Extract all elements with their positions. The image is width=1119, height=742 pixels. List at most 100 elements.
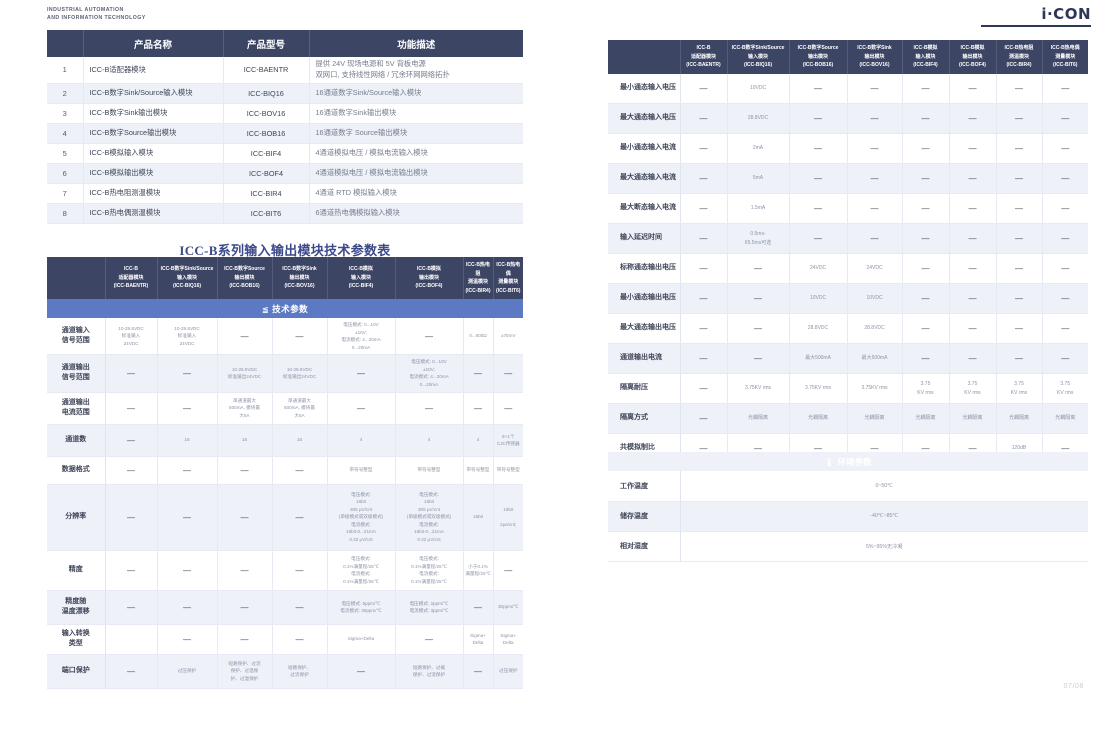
spec-cell-3: 10-28.8VDC 标准输出24VDC	[272, 354, 328, 393]
param-cell-3: —	[847, 103, 903, 134]
spec-table-body: ≦ 技术参数 通道输入 信号范围 10-28.8VDC 标准输入 24VDC 10-28.8V…	[47, 299, 523, 689]
param-cell-1: 10VDC	[727, 73, 790, 104]
param-cell-3: —	[847, 163, 903, 194]
spec-cell-1: —	[157, 590, 218, 625]
spec-cell-7: 30ppm/℃	[493, 590, 523, 625]
param-cell-4: —	[902, 343, 950, 374]
spec-cell-1: 过压保护	[157, 654, 218, 689]
spec-cell-2: 16	[217, 424, 273, 457]
env-row-label: 工作温度	[608, 471, 681, 502]
param-header-row: ICC-B 适配器模块 (ICC-BAENTR) ICC-B数字Sink/Source…	[608, 40, 1088, 74]
product-cell-1: ICC-B数字Sink输出模块	[83, 103, 224, 124]
table-row: 端口保护 — 过压保护 短路保护、过流 保护、过温保 护、过温保护 短路保护、 过流保护 — 短路…	[47, 654, 523, 689]
param-corner	[608, 40, 681, 74]
param-row-label: 通道输出电流	[608, 343, 681, 374]
table-row: 8 ICC-B热电偶测温模块 ICC-BIT6 6通道热电偶模拟输入模块	[47, 203, 523, 224]
product-cell-1: ICC-B模拟输入模块	[83, 143, 224, 164]
spec-cell-3: —	[272, 624, 328, 655]
param-row-label: 最大通态输出电压	[608, 313, 681, 344]
product-cell-0: 7	[47, 183, 84, 204]
param-cell-5: —	[949, 313, 997, 344]
table-row: 精度 — — — — 电压模式: 0.1%满量程/25℃ 电流模式: 0.1%满量程/25℃ 电压…	[47, 550, 523, 591]
param-row-label: 最大通态输入电压	[608, 103, 681, 134]
param-cell-6: —	[996, 103, 1043, 134]
spec-cell-7: —	[493, 392, 523, 425]
environment-table: 🌡 环境参数 工作温度 0~50℃ 储存温度 -40℃~85℃ 相对湿度 5%~95%无冷凝	[608, 452, 1089, 562]
spec-cell-3: —	[272, 550, 328, 591]
product-cell-1: ICC-B模拟输出模块	[83, 163, 224, 184]
param-row-label: 最小通态输出电压	[608, 283, 681, 314]
param-cell-7: —	[1042, 283, 1088, 314]
spec-cell-2: —	[217, 318, 273, 356]
table-row: 最大通态输出电压 — —28.8VDC 28.8VDC — — — —	[608, 313, 1088, 344]
param-cell-3: —	[847, 193, 903, 224]
param-cell-4: —	[902, 313, 950, 344]
spec-col-header-7: ICC-B热电偶 测量模块 (ICC-BIT6)	[493, 257, 523, 299]
spec-cell-1: 16	[157, 424, 218, 457]
param-cell-1: 3.75KV rms	[727, 373, 790, 404]
spec-cell-1: —	[157, 624, 218, 655]
param-cell-0: —	[680, 343, 728, 374]
product-cell-3: 提供 24V 现场电源和 5V 背板电源 双网口, 支持线性网络 / 冗余环网网络…	[309, 57, 523, 84]
param-cell-0: —	[680, 403, 728, 434]
table-row: 6 ICC-B模拟输出模块 ICC-BOF4 4通道模拟电压 / 模拟电流输出模块	[47, 163, 523, 184]
param-cell-2: 3.75KV rms	[789, 373, 848, 404]
spec-cell-2: —	[217, 484, 273, 551]
param-cell-7: 光耦隔离	[1042, 403, 1088, 434]
spec-cell-3: 16	[272, 424, 328, 457]
spec-cell-1: —	[157, 484, 218, 551]
param-cell-4: —	[902, 163, 950, 194]
spec-col-header-6: ICC-B热电阻 测温模块 (ICC-BIR4)	[463, 257, 494, 299]
spec-row-label: 输入转换 类型	[47, 624, 106, 655]
param-cell-7: 3.75 KV rms	[1042, 373, 1088, 404]
spec-col-header-1: ICC-B数字Sink/Source 输入模块 (ICC-BIQ16)	[157, 257, 218, 299]
table-row: 通道输出 信号范围 — —10-28.8VDC 标准输出24VDC 10-28.8VDC 标…	[47, 354, 523, 393]
param-cell-6: —	[996, 283, 1043, 314]
spec-cell-4: 电压模式: 0...10V ±10V; 电流模式: 4...20mA 0...20mA	[327, 318, 396, 356]
param-cell-6: —	[996, 133, 1043, 164]
param-cell-5: —	[949, 223, 997, 254]
spec-cell-6: —	[463, 354, 494, 393]
spec-cell-5: 电压模式: 2ppm/℃ 电流模式: 3ppm/℃	[395, 590, 464, 625]
param-cell-7: —	[1042, 313, 1088, 344]
param-cell-0: —	[680, 313, 728, 344]
env-row-value: -40℃~85℃	[680, 501, 1089, 532]
spec-row-label: 精度随 温度漂移	[47, 590, 106, 625]
param-row-label: 标称通态输出电压	[608, 253, 681, 284]
spec-cell-5: 电压模式: 0...10V ±10V; 电流模式: 4...20mA 0...20mA	[395, 354, 464, 393]
spec-cell-6: 0...600Ω	[463, 318, 494, 356]
table-row: 最小通态输出电压 — —10VDC 10VDC — — — —	[608, 283, 1088, 314]
table-row: 分辨率 — — — — 电压模式: 16bit 305 μV/cnt (单极模式或双极模式) 电流…	[47, 484, 523, 551]
spec-col-header-3: ICC-B数字Sink 输出模块 (ICC-BOV16)	[272, 257, 328, 299]
spec-cell-0: —	[105, 590, 158, 625]
param-cell-2: —	[789, 193, 848, 224]
spec-cell-7: —	[493, 550, 523, 591]
table-row: 最大通态输入电压 —28.8VDC — — — — — —	[608, 103, 1088, 134]
param-cell-0: —	[680, 73, 728, 104]
param-cell-0: —	[680, 103, 728, 134]
product-cell-2: ICC-BIQ16	[223, 83, 310, 104]
spec-row-label: 通道输出 电流范围	[47, 392, 106, 425]
spec-table-title: ICC-B系列输入输出模块技术参数表	[179, 243, 391, 258]
spec-cell-4: 4	[327, 424, 396, 457]
spec-section-label: ≦ 技术参数	[47, 299, 523, 318]
spec-cell-2: 10-28.8VDC 标准输出24VDC	[217, 354, 273, 393]
param-col-header-4: ICC-B模拟 输入模块 (ICC-BIF4)	[902, 40, 950, 74]
param-cell-3: 24VDC	[847, 253, 903, 284]
product-cell-2: ICC-BIR4	[223, 183, 310, 204]
product-cell-3: 16通道数字 Source输出模块	[309, 123, 523, 144]
spec-cell-2: 短路保护、过流 保护、过温保 护、过温保护	[217, 654, 273, 689]
product-cell-2: ICC-BIF4	[223, 143, 310, 164]
product-cell-2: ICC-BIT6	[223, 203, 310, 224]
param-col-header-5: ICC-B模拟 输出模块 (ICC-BOF4)	[949, 40, 997, 74]
param-cell-3: —	[847, 223, 903, 254]
param-cell-1: —	[727, 253, 790, 284]
env-row-value: 5%~95%无冷凝	[680, 531, 1089, 562]
product-cell-3: 4通道模拟电压 / 模拟电流输入模块	[309, 143, 523, 164]
table-row: 2 ICC-B数字Sink/Source输入模块 ICC-BIQ16 16通道数字Si…	[47, 83, 523, 104]
page-number: 07/08	[1063, 683, 1084, 690]
table-row: 工作温度 0~50℃	[608, 471, 1089, 502]
param-cell-2: —	[789, 103, 848, 134]
spec-cell-0: —	[105, 456, 158, 485]
spec-cell-0: —	[105, 392, 158, 425]
